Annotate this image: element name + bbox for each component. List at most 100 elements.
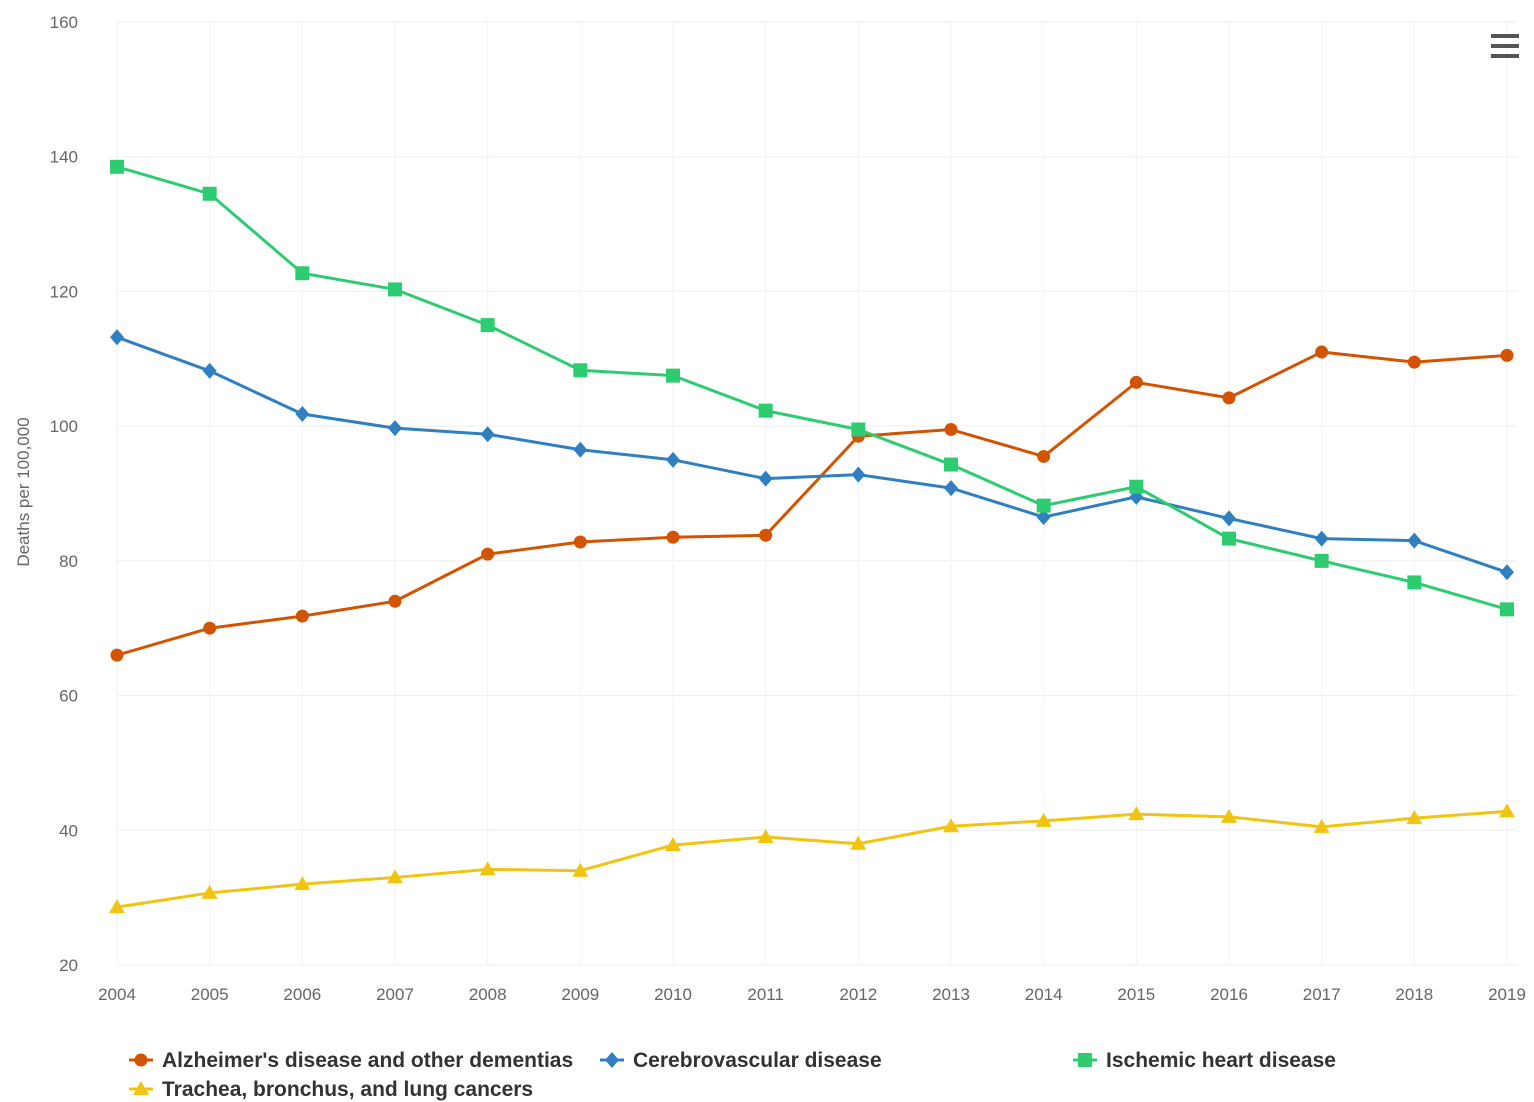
data-point [572, 862, 589, 877]
legend: Alzheimer's disease and other dementias C… [129, 1049, 1336, 1101]
legend-marker [133, 1081, 149, 1095]
data-point [943, 818, 959, 833]
data-point [1406, 810, 1423, 825]
data-point [388, 420, 402, 437]
data-point [110, 648, 124, 662]
data-point [202, 186, 217, 201]
y-axis-ticks: 20 40 60 80 100 120 140 160 [50, 13, 78, 975]
data-point [1128, 806, 1145, 821]
data-point [387, 869, 403, 884]
y-axis-label: Deaths per 100,000 [14, 417, 33, 566]
y-tick-label: 120 [50, 282, 78, 301]
series-4 [109, 803, 1515, 914]
x-tick-label: 2007 [376, 985, 414, 1004]
x-tick-label: 2004 [98, 985, 136, 1004]
legend-item[interactable]: Cerebrovascular disease [600, 1049, 882, 1072]
legend-item[interactable]: Ischemic heart disease [1073, 1049, 1336, 1072]
data-point [666, 530, 680, 544]
legend-item[interactable]: Alzheimer's disease and other dementias [129, 1049, 573, 1072]
x-tick-label: 2005 [191, 985, 229, 1004]
x-tick-label: 2018 [1395, 985, 1433, 1004]
data-point [1499, 803, 1515, 818]
data-point [851, 466, 866, 483]
legend-marker [1078, 1053, 1092, 1067]
x-tick-label: 2015 [1117, 985, 1155, 1004]
legend-label: Trachea, bronchus, and lung cancers [162, 1078, 533, 1101]
data-point [110, 329, 124, 346]
legend-label: Ischemic heart disease [1106, 1049, 1336, 1072]
data-point [388, 594, 402, 608]
data-point [479, 861, 496, 876]
data-point [944, 423, 958, 437]
data-point [1315, 345, 1329, 359]
legend-marker [134, 1053, 148, 1067]
data-point [1314, 530, 1329, 547]
data-point [480, 426, 495, 443]
x-tick-label: 2008 [469, 985, 507, 1004]
data-point [1037, 449, 1051, 463]
x-tick-label: 2006 [283, 985, 321, 1004]
series-2 [110, 329, 1514, 581]
data-point [295, 406, 310, 423]
x-tick-label: 2012 [839, 985, 877, 1004]
x-tick-label: 2011 [747, 985, 784, 1004]
data-point [666, 451, 680, 468]
data-point [1500, 564, 1514, 581]
data-point [202, 362, 217, 379]
y-tick-label: 40 [59, 821, 78, 840]
legend-label: Alzheimer's disease and other dementias [162, 1049, 573, 1072]
data-point [573, 535, 587, 549]
series-1 [110, 345, 1514, 662]
hamburger-menu-icon[interactable] [1491, 34, 1519, 58]
data-point [573, 441, 588, 458]
data-point [1500, 348, 1514, 362]
data-point [1407, 355, 1421, 369]
data-point [294, 876, 311, 891]
y-tick-label: 80 [59, 552, 78, 571]
data-point [944, 457, 958, 472]
data-point [1036, 498, 1051, 513]
data-point [666, 368, 680, 383]
data-point [757, 829, 774, 844]
x-tick-label: 2019 [1488, 985, 1526, 1004]
data-point [110, 159, 124, 174]
data-point [1314, 553, 1329, 568]
data-point [665, 837, 681, 852]
series-line [116, 350, 1508, 657]
x-tick-label: 2009 [561, 985, 599, 1004]
data-point [1222, 510, 1236, 527]
data-point [944, 480, 958, 497]
data-point [758, 470, 773, 487]
data-point [1313, 818, 1330, 833]
data-point [1129, 375, 1143, 389]
y-tick-label: 60 [59, 687, 78, 706]
data-point [295, 266, 310, 281]
x-tick-label: 2014 [1025, 985, 1063, 1004]
x-tick-label: 2013 [932, 985, 970, 1004]
y-tick-label: 140 [50, 148, 78, 167]
series-layer [109, 159, 1515, 914]
series-line [116, 165, 1508, 611]
data-point [295, 609, 309, 623]
legend-label: Cerebrovascular disease [633, 1049, 882, 1072]
data-point [1407, 532, 1422, 549]
x-tick-label: 2016 [1210, 985, 1248, 1004]
data-point [203, 621, 217, 635]
y-tick-label: 100 [50, 417, 78, 436]
x-axis-ticks: 2004 2005 2006 2007 2008 2009 2010 2011 2012 2013… [98, 985, 1526, 1004]
y-tick-label: 20 [59, 956, 78, 975]
data-point [1036, 509, 1051, 526]
data-point [481, 547, 495, 561]
series-3 [110, 159, 1514, 617]
data-point [851, 422, 866, 437]
data-point [573, 363, 588, 378]
data-point [758, 403, 773, 418]
data-point [1129, 479, 1144, 494]
x-tick-label: 2017 [1303, 985, 1341, 1004]
legend-item[interactable]: Trachea, bronchus, and lung cancers [129, 1078, 533, 1101]
data-point [1407, 575, 1422, 590]
data-point [1500, 602, 1514, 617]
data-point [850, 835, 867, 850]
data-point [1222, 391, 1236, 405]
